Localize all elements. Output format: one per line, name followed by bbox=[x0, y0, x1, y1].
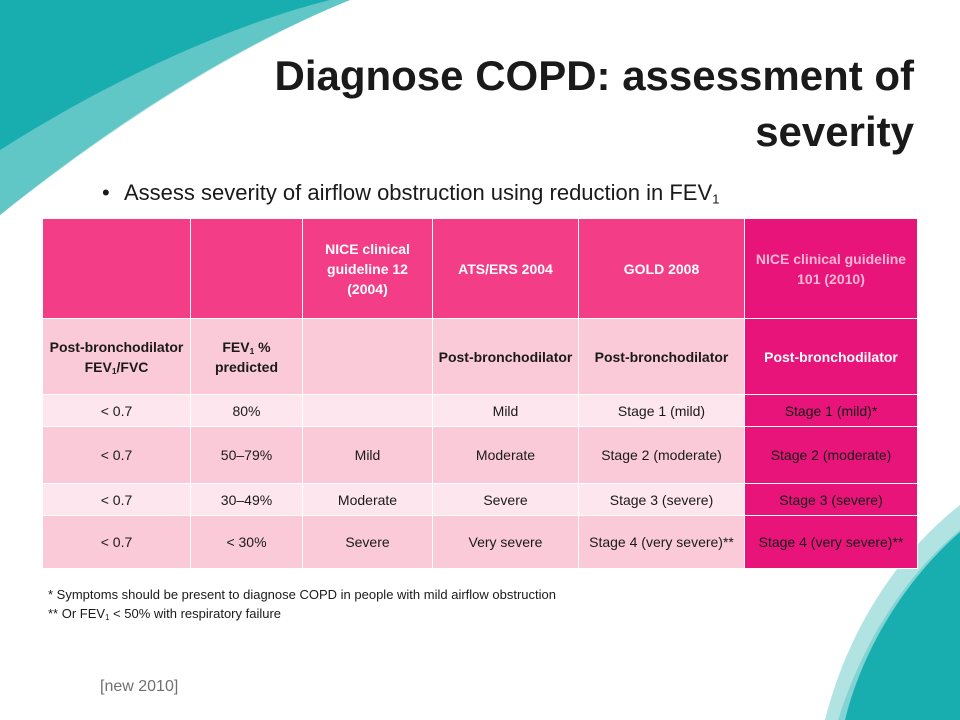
header-cell: ATS/ERS 2004 bbox=[432, 218, 579, 319]
severity-table: NICE clinical guideline 12 (2004) ATS/ER… bbox=[42, 218, 918, 569]
footer-label: [new 2010] bbox=[100, 678, 179, 695]
bottom-right-swoosh-light bbox=[825, 505, 960, 720]
footnote-1: * Symptoms should be present to diagnose… bbox=[48, 587, 556, 602]
subheader-cell: Post-bronchodilator bbox=[432, 318, 579, 395]
page-title: Diagnose COPD: assessment of severity bbox=[274, 52, 914, 155]
table-cell: Severe bbox=[302, 515, 433, 569]
table-cell: < 0.7 bbox=[42, 426, 191, 484]
table-row: < 0.7 30–49% Moderate Severe Stage 3 (se… bbox=[42, 483, 918, 516]
table-cell: Stage 2 (moderate) bbox=[744, 426, 918, 484]
table-cell: Very severe bbox=[432, 515, 579, 569]
subheader-cell: Post-bronchodilator bbox=[578, 318, 745, 395]
header-cell: NICE clinical guideline 101 (2010) bbox=[744, 218, 918, 319]
footnotes: * Symptoms should be present to diagnose… bbox=[48, 585, 556, 623]
bullet-text: Assess severity of airflow obstruction u… bbox=[124, 180, 713, 205]
footnote-2: ** Or FEV1 < 50% with respiratory failur… bbox=[48, 606, 282, 622]
table-cell: Stage 1 (mild)* bbox=[744, 394, 918, 427]
table-cell: Stage 2 (moderate) bbox=[578, 426, 745, 484]
table-cell bbox=[302, 394, 433, 427]
table-cell: 50–79% bbox=[190, 426, 303, 484]
table-cell: < 0.7 bbox=[42, 515, 191, 569]
table-cell: Severe bbox=[432, 483, 579, 516]
header-cell: NICE clinical guideline 12 (2004) bbox=[302, 218, 433, 319]
table-row: < 0.7 50–79% Mild Moderate Stage 2 (mode… bbox=[42, 426, 918, 484]
bullet-subscript: 1 bbox=[712, 191, 720, 207]
table-cell: Stage 3 (severe) bbox=[744, 483, 918, 516]
bullet-dot-icon: • bbox=[102, 180, 110, 205]
subheader-cell: FEV1 % predicted bbox=[190, 318, 303, 395]
table-cell: < 30% bbox=[190, 515, 303, 569]
table-cell: 80% bbox=[190, 394, 303, 427]
bottom-right-swoosh bbox=[838, 530, 960, 720]
table-row: < 0.7 < 30% Severe Very severe Stage 4 (… bbox=[42, 515, 918, 569]
table-header-row: NICE clinical guideline 12 (2004) ATS/ER… bbox=[42, 218, 918, 319]
table-cell: Mild bbox=[302, 426, 433, 484]
subheader-cell: Post-bronchodilator bbox=[744, 318, 918, 395]
table-cell: Stage 4 (very severe)** bbox=[578, 515, 745, 569]
table-row: < 0.7 80% Mild Stage 1 (mild) Stage 1 (m… bbox=[42, 394, 918, 427]
table-cell: Stage 4 (very severe)** bbox=[744, 515, 918, 569]
table-cell: Mild bbox=[432, 394, 579, 427]
table-cell: Moderate bbox=[432, 426, 579, 484]
subheader-cell bbox=[302, 318, 433, 395]
header-cell bbox=[190, 218, 303, 319]
table-cell: Moderate bbox=[302, 483, 433, 516]
table-cell: Stage 1 (mild) bbox=[578, 394, 745, 427]
table-subheader-row: Post-bronchodilator FEV1/FVC FEV1 % pred… bbox=[42, 318, 918, 395]
table-cell: 30–49% bbox=[190, 483, 303, 516]
table-cell: < 0.7 bbox=[42, 483, 191, 516]
table-cell: < 0.7 bbox=[42, 394, 191, 427]
header-cell: GOLD 2008 bbox=[578, 218, 745, 319]
table-cell: Stage 3 (severe) bbox=[578, 483, 745, 516]
top-left-swoosh bbox=[0, 0, 350, 215]
subheader-cell: Post-bronchodilator FEV1/FVC bbox=[42, 318, 191, 395]
bullet-point: • Assess severity of airflow obstruction … bbox=[102, 180, 720, 206]
header-cell bbox=[42, 218, 191, 319]
